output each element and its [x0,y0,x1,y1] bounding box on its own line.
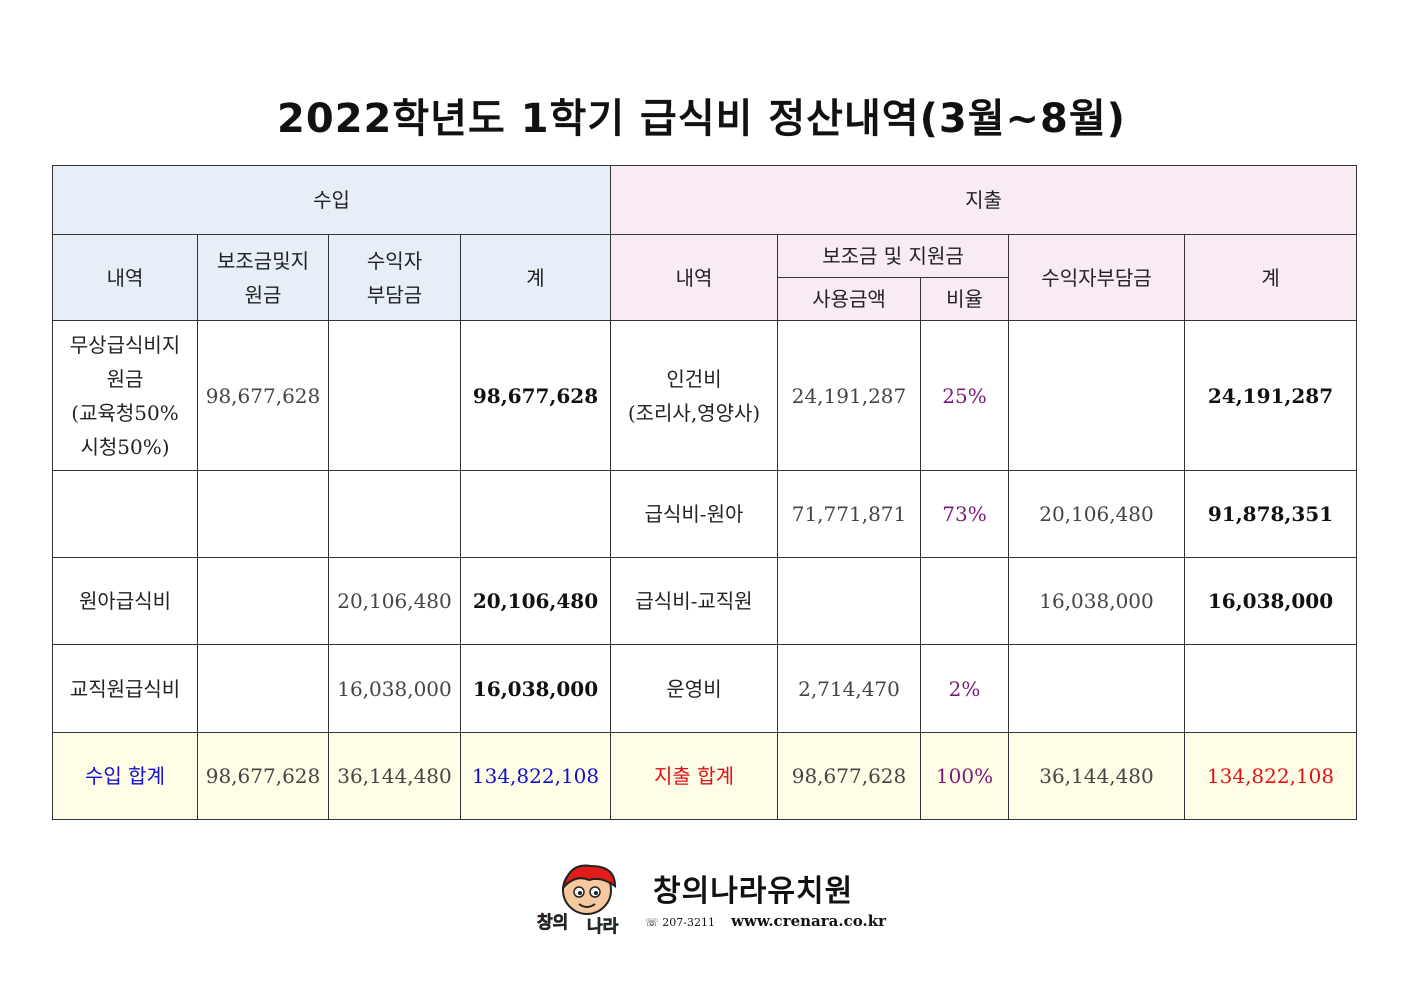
income-subsidy-header-line2: 원금 [244,282,282,307]
sum-row: 수입 합계 98,677,628 36,144,480 134,822,108 … [52,732,1358,820]
income-sum-beneficiary: 36,144,480 [328,732,461,820]
footer: 창의 나라 창의나라유치원 ☏ 207-3211 www.crenara.co.… [535,858,886,938]
expense-ratio-header: 비율 [920,277,1009,321]
expense-ratio-cell: 25% [920,320,1009,471]
income-item-cell [52,470,198,558]
income-beneficiary-cell: 16,038,000 [328,644,461,733]
income-sum-total: 134,822,108 [460,732,611,820]
income-item-cell: 원아급식비 [52,557,198,645]
income-beneficiary-header-line2: 부담금 [366,282,423,307]
expense-item-cell: 급식비-교직원 [610,557,778,645]
kindergarten-logo: 창의 나라 [537,864,619,937]
income-item-line: 원금 [106,366,144,391]
expense-beneficiary-header: 수익자부담금 [1008,234,1185,321]
svg-text:나라: 나라 [587,917,619,937]
income-subsidy-cell [197,644,329,733]
income-subsidy-header-line1: 보조금및지 [217,248,309,273]
expense-item-line: (조리사,영양사) [627,400,761,425]
income-section-header: 수입 [52,165,611,235]
income-item-header: 내역 [52,234,198,321]
income-beneficiary-cell: 20,106,480 [328,557,461,645]
income-item-line: (교육청50% [71,400,179,425]
income-subsidy-cell [197,470,329,558]
income-total-header: 계 [460,234,611,321]
income-subsidy-cell: 98,677,628 [197,320,329,471]
expense-sum-ratio: 100% [920,732,1009,820]
brand-name: 창의나라유치원 [653,874,854,909]
expense-ratio-cell: 73% [920,470,1009,558]
table-row: 급식비-원아 71,771,871 73% 20,106,480 91,878,… [52,470,1358,558]
expense-total-cell: 24,191,287 [1183,320,1358,471]
expense-ratio-cell: 2% [920,644,1009,733]
expense-used-cell: 2,714,470 [777,644,921,733]
expense-total-header: 계 [1183,234,1358,321]
income-item-line: 시청50%) [80,434,170,459]
phone-number: ☏ 207-3211 [645,916,715,929]
page-title: 2022학년도 1학기 급식비 정산내역(3월~8월) [277,96,1126,142]
expense-beneficiary-cell [1008,320,1185,471]
expense-total-cell: 16,038,000 [1183,557,1358,645]
expense-beneficiary-cell: 16,038,000 [1008,557,1185,645]
expense-item-header: 내역 [610,234,778,321]
expense-used-cell [777,557,921,645]
table-row: 교직원급식비 16,038,000 16,038,000 운영비 2,714,4… [52,644,1358,733]
income-item-line: 무상급식비지 [69,332,181,357]
income-beneficiary-header: 수익자 부담금 [328,234,461,321]
income-beneficiary-cell [328,470,461,558]
expense-beneficiary-cell: 20,106,480 [1008,470,1185,558]
expense-item-cell: 운영비 [610,644,778,733]
table-row: 무상급식비지 원금 (교육청50% 시청50%) 98,677,628 98,6… [52,320,1358,471]
expense-item-line: 인건비 [666,366,722,391]
income-beneficiary-header-line1: 수익자 [366,248,423,273]
income-total-cell [460,470,611,558]
income-total-cell: 20,106,480 [460,557,611,645]
expense-sum-beneficiary: 36,144,480 [1008,732,1185,820]
expense-item-cell: 인건비 (조리사,영양사) [610,320,778,471]
income-subsidy-header: 보조금및지 원금 [197,234,329,321]
settlement-table: 수입 지출 내역 보조금및지 원금 수익자 부담금 계 내역 보조금 및 지원금… [52,165,1358,820]
expense-ratio-cell [920,557,1009,645]
income-total-cell: 16,038,000 [460,644,611,733]
contact-line: ☏ 207-3211 www.crenara.co.kr [645,912,886,930]
expense-subsidy-group-header: 보조금 및 지원금 [777,234,1009,278]
income-total-cell: 98,677,628 [460,320,611,471]
expense-sum-total: 134,822,108 [1183,732,1358,820]
table-row: 원아급식비 20,106,480 20,106,480 급식비-교직원 16,0… [52,557,1358,645]
expense-beneficiary-cell [1008,644,1185,733]
expense-total-cell [1183,644,1358,733]
income-item-cell: 무상급식비지 원금 (교육청50% 시청50%) [52,320,198,471]
income-sum-subsidy: 98,677,628 [197,732,329,820]
expense-used-cell: 24,191,287 [777,320,921,471]
expense-item-cell: 급식비-원아 [610,470,778,558]
income-beneficiary-cell [328,320,461,471]
expense-sum-used: 98,677,628 [777,732,921,820]
expense-used-cell: 71,771,871 [777,470,921,558]
income-sum-label: 수입 합계 [52,732,198,820]
expense-section-header: 지출 [609,165,1358,235]
expense-sum-label: 지출 합계 [610,732,778,820]
income-subsidy-cell [197,557,329,645]
website-link[interactable]: www.crenara.co.kr [731,912,887,930]
expense-total-cell: 91,878,351 [1183,470,1358,558]
income-item-cell: 교직원급식비 [52,644,198,733]
svg-text:창의: 창의 [537,913,568,933]
expense-used-amount-header: 사용금액 [777,277,921,321]
